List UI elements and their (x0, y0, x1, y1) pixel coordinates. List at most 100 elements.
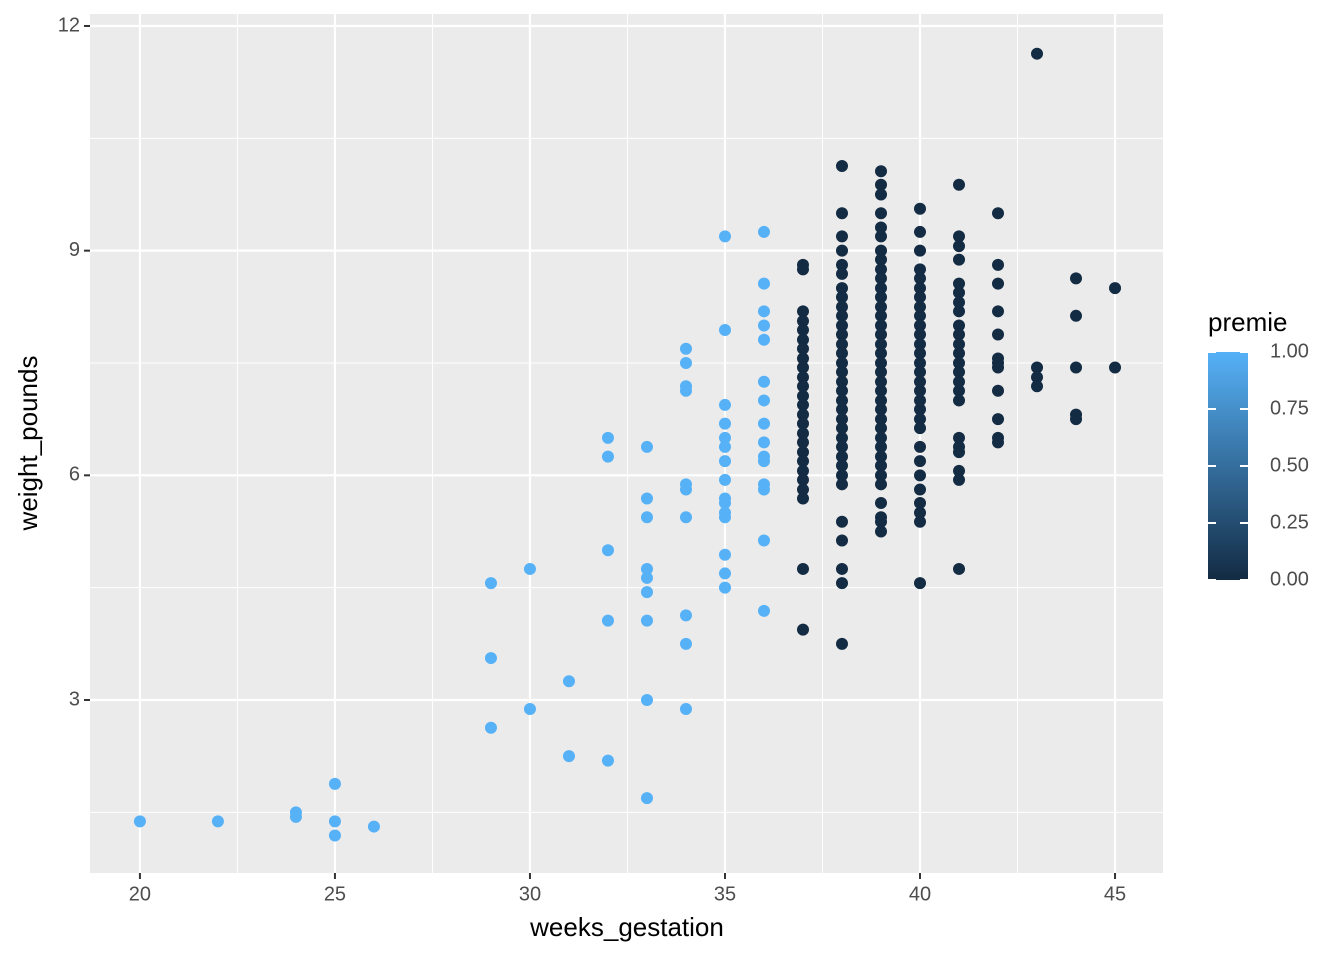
point (835, 515, 848, 528)
point (914, 422, 927, 435)
point (1109, 282, 1122, 295)
point (914, 244, 927, 257)
point (796, 324, 809, 337)
point (640, 511, 653, 524)
point (914, 440, 927, 453)
point (875, 431, 888, 444)
point (679, 356, 692, 369)
point (601, 544, 614, 557)
legend-title: premie (1208, 307, 1287, 337)
point (796, 380, 809, 393)
point (679, 511, 692, 524)
y-tick-label: 12 (58, 14, 80, 36)
point (875, 450, 888, 463)
point (953, 562, 966, 575)
point (718, 398, 731, 411)
point (601, 450, 614, 463)
point (757, 394, 770, 407)
point (875, 356, 888, 369)
point (875, 188, 888, 201)
point (1031, 380, 1044, 393)
point (914, 394, 927, 407)
point (796, 492, 809, 505)
point (914, 319, 927, 332)
point (133, 815, 146, 828)
point (484, 721, 497, 734)
point (796, 464, 809, 477)
point (914, 455, 927, 468)
point (875, 300, 888, 313)
point (914, 282, 927, 295)
point (992, 328, 1005, 341)
point (953, 286, 966, 299)
colorbar-label: 0.00 (1270, 568, 1309, 590)
point (1070, 413, 1083, 426)
point (835, 244, 848, 257)
point (679, 637, 692, 650)
point (835, 478, 848, 491)
point (875, 375, 888, 388)
point (718, 511, 731, 524)
y-tick-label: 3 (69, 688, 80, 710)
x-tick-label: 35 (714, 883, 736, 905)
point (875, 165, 888, 178)
point (718, 473, 731, 486)
point (953, 296, 966, 309)
point (835, 440, 848, 453)
point (953, 375, 966, 388)
point (835, 422, 848, 435)
point (914, 272, 927, 285)
point (875, 403, 888, 416)
point (796, 408, 809, 421)
point (835, 431, 848, 444)
point (875, 282, 888, 295)
point (679, 609, 692, 622)
point (835, 577, 848, 590)
point (953, 356, 966, 369)
point (718, 440, 731, 453)
y-tick-label: 6 (69, 464, 80, 486)
point (757, 277, 770, 290)
point (914, 202, 927, 215)
point (875, 413, 888, 426)
point (875, 178, 888, 191)
point (640, 562, 653, 575)
point (640, 614, 653, 627)
point (601, 754, 614, 767)
point (835, 347, 848, 360)
point (875, 422, 888, 435)
point (796, 446, 809, 459)
point (953, 230, 966, 243)
point (796, 361, 809, 374)
point (640, 694, 653, 707)
point (992, 258, 1005, 271)
point (953, 305, 966, 318)
point (835, 300, 848, 313)
point (1031, 371, 1044, 384)
point (953, 277, 966, 290)
point (640, 571, 653, 584)
point (718, 567, 731, 580)
point (875, 515, 888, 528)
point (835, 413, 848, 426)
point (914, 515, 927, 528)
point (875, 440, 888, 453)
point (796, 398, 809, 411)
point (835, 459, 848, 472)
point (835, 450, 848, 463)
point (914, 309, 927, 322)
point (640, 792, 653, 805)
point (1109, 361, 1122, 374)
point (718, 548, 731, 561)
point (757, 225, 770, 238)
point (835, 365, 848, 378)
point (992, 436, 1005, 449)
point (796, 455, 809, 468)
point (796, 562, 809, 575)
x-tick-label: 40 (909, 883, 931, 905)
point (875, 309, 888, 322)
point (835, 356, 848, 369)
point (328, 777, 341, 790)
point (835, 309, 848, 322)
colorbar-label: 0.50 (1270, 454, 1309, 476)
